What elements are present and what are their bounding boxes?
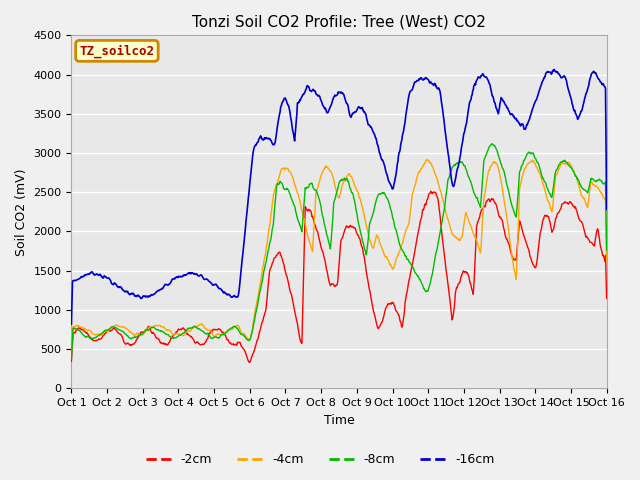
Legend: -2cm, -4cm, -8cm, -16cm: -2cm, -4cm, -8cm, -16cm xyxy=(141,448,499,471)
Text: TZ_soilco2: TZ_soilco2 xyxy=(79,44,154,58)
Y-axis label: Soil CO2 (mV): Soil CO2 (mV) xyxy=(15,168,28,255)
Title: Tonzi Soil CO2 Profile: Tree (West) CO2: Tonzi Soil CO2 Profile: Tree (West) CO2 xyxy=(192,15,486,30)
X-axis label: Time: Time xyxy=(324,414,355,427)
